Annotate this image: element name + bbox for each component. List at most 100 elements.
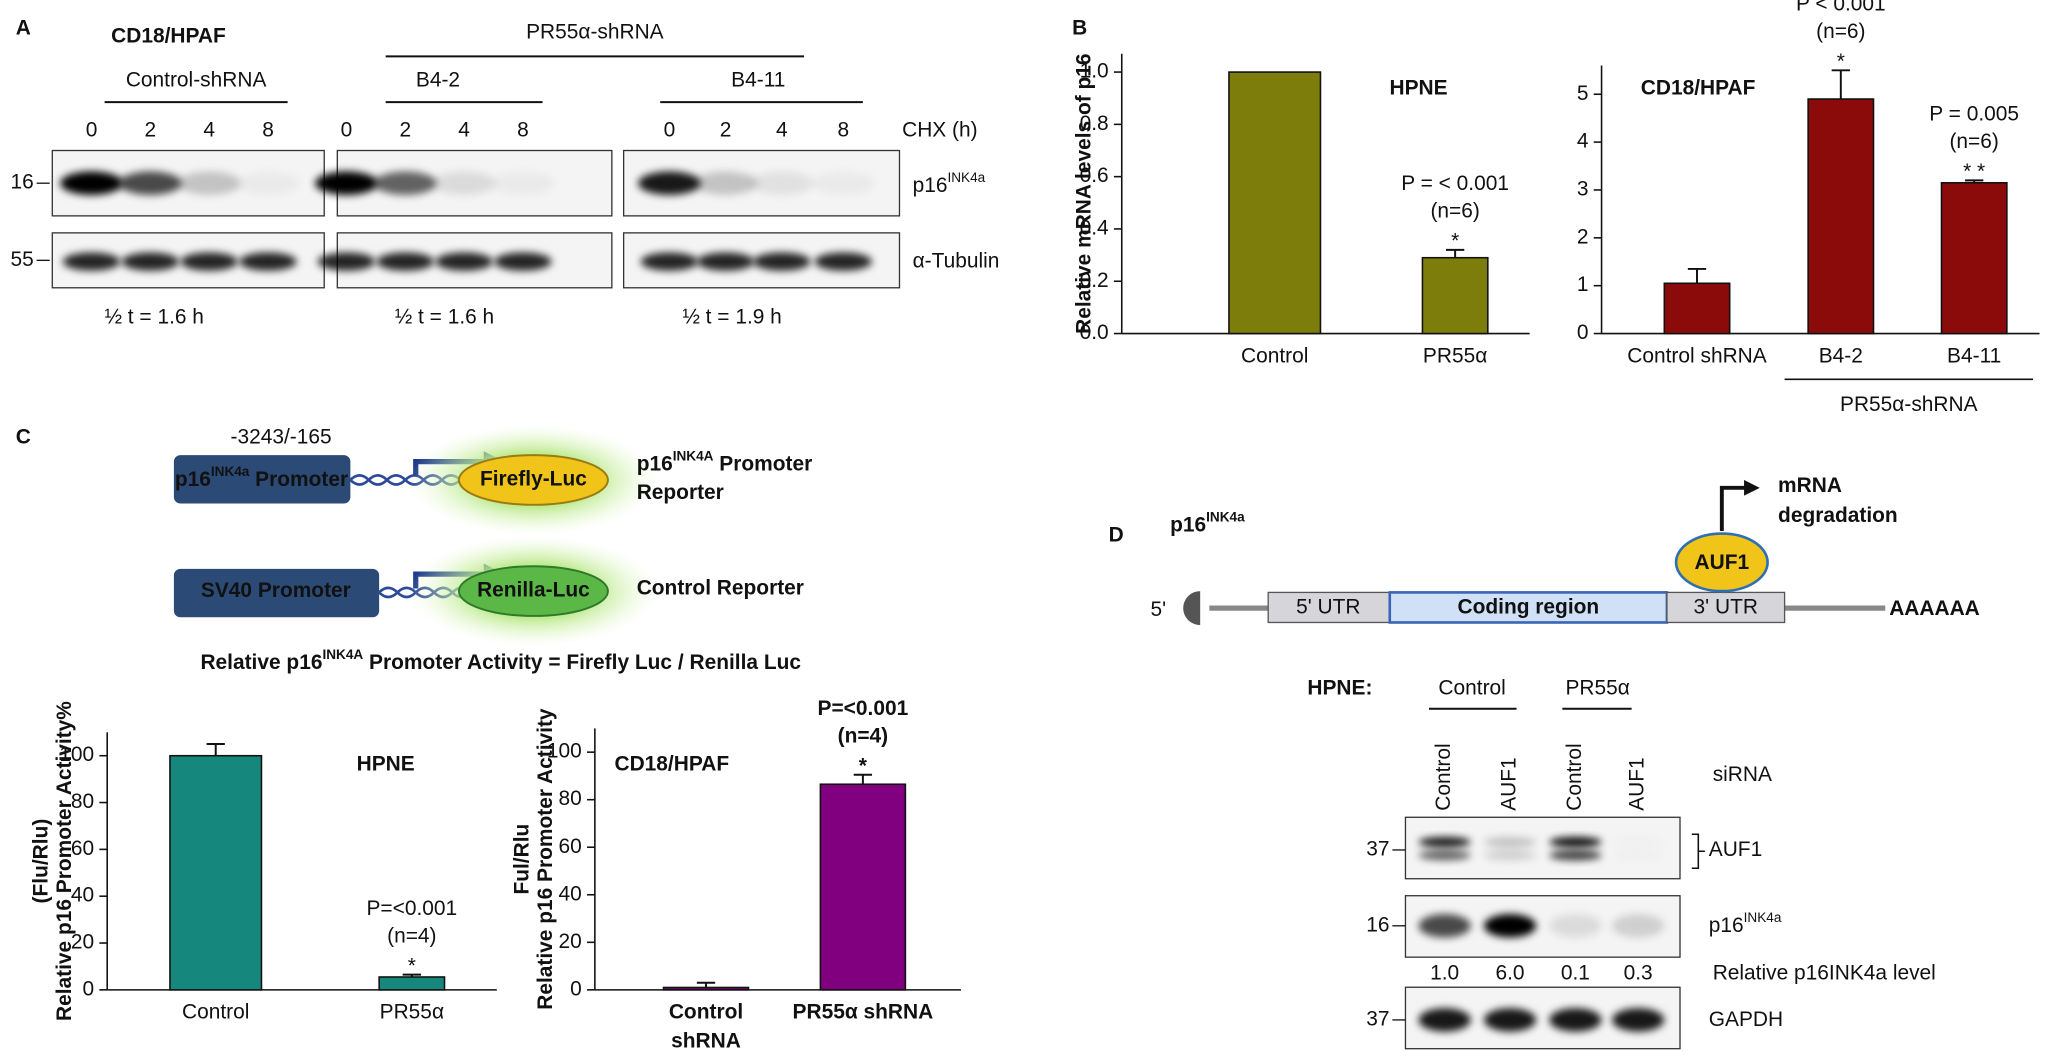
promoter-label-post: Promoter — [249, 468, 348, 491]
group-label: PR55α — [1565, 677, 1629, 700]
clone-label: B4-11 — [731, 69, 785, 92]
y-tick-label: 20 — [71, 931, 94, 954]
x-tick-label: B4-11 — [1947, 345, 2002, 368]
promoter-box — [173, 568, 380, 618]
y-tick-label: 80 — [71, 790, 94, 813]
time-label: 8 — [517, 118, 529, 141]
level-value: 0.3 — [1624, 962, 1653, 985]
x-tick-label: PR55α shRNA — [792, 1001, 934, 1024]
blot-band — [1549, 1008, 1602, 1032]
significance-mark: * — [1451, 230, 1459, 253]
protein-label: p16INK4a — [913, 170, 986, 196]
blot-band — [1612, 850, 1664, 860]
error-bar — [1831, 69, 1850, 100]
bar — [662, 986, 750, 991]
y-axis-label: Relative p16 Promoter Activity — [534, 708, 557, 1010]
half-life: ½ t = 1.9 h — [682, 305, 781, 328]
cell-line: HPNE: — [1307, 677, 1372, 700]
mw-marker: 16 — [10, 171, 33, 194]
y-tick-label: 0.8 — [1080, 112, 1109, 135]
time-label: 2 — [399, 118, 411, 141]
x-tick-label: PR55α — [1422, 345, 1488, 368]
y-tick-label: 0.2 — [1080, 269, 1109, 292]
polya-tail: AAAAAA — [1889, 597, 1980, 620]
blot-band — [696, 252, 755, 271]
y-axis-label: Ful/Rlu — [510, 824, 533, 895]
bar — [169, 754, 263, 991]
x-tick-label-box: PR55α — [379, 1001, 445, 1024]
bar — [1228, 71, 1322, 335]
y-tick-label: 100 — [547, 740, 582, 763]
reporter-label: Control Reporter — [637, 576, 804, 599]
error-bar — [1445, 248, 1465, 258]
formula-pre: Relative p16 — [200, 651, 322, 674]
axis-label: CHX (h) — [902, 118, 978, 141]
mw-marker: 37 — [1366, 837, 1389, 860]
blot-band — [1612, 837, 1664, 847]
bar — [819, 783, 907, 991]
protein-label: GAPDH — [1709, 1007, 1783, 1030]
error-bar — [1687, 267, 1707, 284]
annotation: (n=4) — [838, 724, 889, 747]
blot-band — [373, 171, 437, 195]
y-tick-label: 0.0 — [1080, 321, 1109, 344]
blot-band — [1418, 914, 1471, 938]
annotation: P=<0.001 — [818, 697, 909, 720]
gene-label-pre: p16 — [1170, 513, 1206, 536]
blot-band — [1418, 1008, 1471, 1032]
reporter-diagram — [173, 425, 658, 647]
blot-band — [1483, 836, 1537, 848]
promoter-label-pre: p16 — [175, 468, 211, 491]
blot-band — [1483, 849, 1537, 861]
blot-band — [638, 171, 701, 195]
x-tick-label: Control — [181, 1001, 250, 1024]
y-tick-label: 60 — [71, 837, 94, 860]
blot-band — [750, 171, 814, 195]
chart-title: CD18/HPAF — [614, 753, 729, 776]
annotation: P=<0.001 — [366, 897, 457, 920]
blot-band — [753, 252, 811, 271]
lane-label: AUF1 — [1498, 757, 1521, 810]
y-axis-label: Relative mRNA levels of p16 — [1073, 53, 1096, 333]
error-bar — [206, 743, 225, 756]
protein-label: p16INK4a — [1709, 910, 1782, 936]
significance-mark: * — [1837, 50, 1845, 73]
bar — [1421, 256, 1489, 335]
protein-label: AUF1 — [1695, 551, 1750, 574]
promoter-label: SV40 Promoter — [201, 579, 351, 602]
blot-band — [640, 252, 699, 271]
level-value: 1.0 — [1430, 962, 1459, 985]
significance-mark: * — [408, 954, 416, 977]
time-label: 4 — [776, 118, 788, 141]
mrna-diagram — [1183, 479, 1886, 870]
bar — [1807, 98, 1875, 335]
reporter-label-sup: INK4A — [673, 448, 714, 463]
coding-box — [1388, 591, 1669, 624]
x-tick-label: PR55α — [379, 1001, 445, 1024]
annotation: (n=4) — [387, 924, 436, 947]
time-label: 4 — [458, 118, 470, 141]
reporter-label: Reporter — [637, 481, 724, 504]
error-bar — [853, 773, 873, 785]
y-tick-label: 80 — [559, 787, 582, 810]
promoter-label: p16INK4a Promoter — [175, 464, 348, 490]
protein-label: α-Tubulin — [913, 249, 1000, 272]
mw-marker: 16 — [1366, 913, 1389, 936]
blot-band — [60, 171, 123, 195]
x-tick-label-box: PR55α — [1422, 345, 1488, 368]
firefly-luc — [457, 454, 609, 506]
error-bar — [696, 981, 716, 988]
protein-label-sup: INK4a — [1744, 910, 1782, 925]
y-tick-label: 5 — [1577, 82, 1589, 105]
blot-band — [1612, 914, 1665, 938]
blot-band — [435, 252, 493, 271]
blot-band — [180, 252, 238, 271]
outcome-label: mRNA — [1778, 474, 1842, 497]
time-label: 0 — [341, 118, 353, 141]
formula-post: Promoter Activity = Firefly Luc / Renill… — [363, 651, 801, 674]
panel-label: C — [16, 426, 31, 449]
gene-label: p16INK4a — [1170, 510, 1245, 536]
blot-band — [239, 252, 297, 271]
